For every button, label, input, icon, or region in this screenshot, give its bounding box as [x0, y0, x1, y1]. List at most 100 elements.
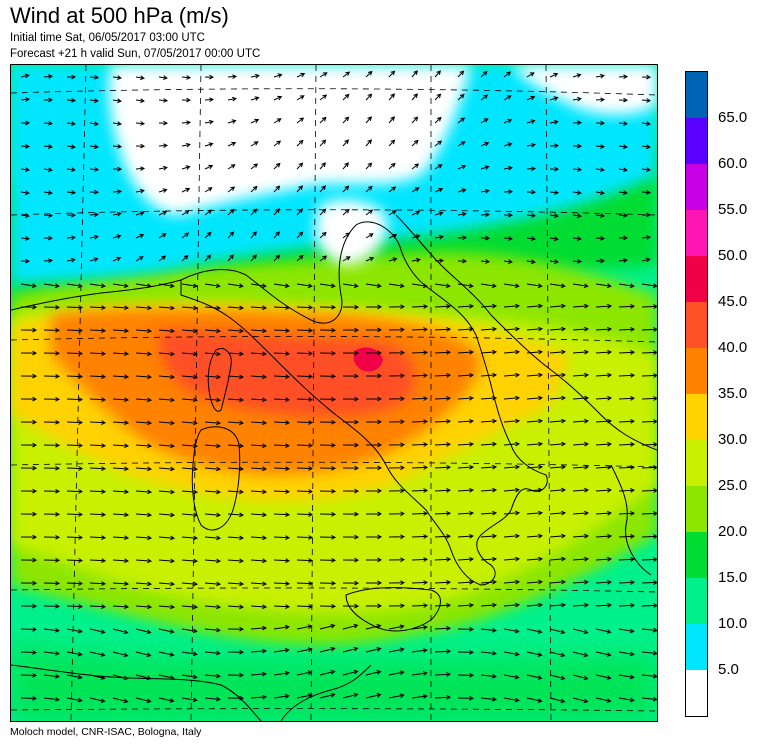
- wind-arrow: [273, 581, 291, 586]
- wind-arrow: [618, 283, 635, 289]
- forecast-valid-time: Forecast +21 h valid Sun, 07/05/2017 00:…: [10, 48, 261, 60]
- wind-arrow: [204, 466, 222, 472]
- wind-arrow: [204, 558, 222, 564]
- wind-arrow: [526, 651, 543, 657]
- wind-arrow: [296, 420, 314, 425]
- wind-arrow: [388, 624, 405, 630]
- wind-arrow: [549, 372, 567, 378]
- wind-arrow: [181, 535, 199, 541]
- wind-arrow: [158, 143, 169, 149]
- wind-arrow: [43, 534, 61, 540]
- wind-arrow: [365, 670, 382, 676]
- wind-arrow: [43, 144, 53, 149]
- wind-arrow: [181, 697, 198, 703]
- wind-arrow: [434, 671, 452, 677]
- wind-arrow: [365, 557, 383, 563]
- wind-arrow: [227, 466, 245, 472]
- wind-arrow: [595, 213, 605, 218]
- wind-arrow: [204, 97, 215, 103]
- colorbar-label: 45.0: [718, 293, 748, 310]
- colorbar-label: 55.0: [718, 201, 748, 218]
- wind-arrow: [158, 558, 176, 564]
- wind-arrow: [135, 558, 153, 564]
- wind-arrow: [43, 97, 54, 103]
- wind-arrow: [572, 283, 589, 289]
- wind-arrow: [526, 119, 536, 124]
- wind-arrow: [112, 98, 122, 104]
- wind-arrow: [250, 163, 259, 170]
- wind-arrow: [227, 397, 245, 403]
- wind-arrow: [319, 231, 327, 239]
- wind-arrow: [503, 602, 521, 608]
- wind-arrow: [296, 305, 314, 310]
- wind-arrow: [365, 283, 382, 289]
- wind-arrow: [480, 70, 488, 78]
- wind-arrow: [365, 647, 382, 653]
- wind-arrow: [43, 627, 60, 633]
- wind-arrow: [503, 533, 521, 539]
- wind-arrow: [112, 211, 122, 217]
- wind-arrow: [227, 649, 245, 655]
- wind-speed-field: [11, 65, 657, 721]
- wind-arrow: [296, 374, 314, 379]
- wind-arrow: [411, 257, 421, 263]
- wind-arrow: [66, 697, 83, 703]
- wind-arrow: [457, 441, 475, 447]
- wind-arrow: [549, 441, 567, 447]
- colorbar-bin: [686, 532, 707, 578]
- wind-arrow: [457, 211, 467, 217]
- wind-arrow: [503, 95, 512, 101]
- wind-arrow: [319, 116, 327, 124]
- wind-arrow: [618, 488, 636, 493]
- wind-arrow: [572, 602, 590, 608]
- wind-arrow: [43, 373, 61, 379]
- speed-band-40-45: [159, 330, 415, 417]
- wind-arrow: [526, 510, 544, 516]
- colorbar-bin: [686, 440, 707, 486]
- wind-arrow: [273, 305, 291, 310]
- wind-arrow: [273, 535, 291, 540]
- wind-arrow: [595, 190, 605, 196]
- wind-arrow: [480, 487, 498, 493]
- wind-arrow: [641, 650, 657, 656]
- wind-arrow: [181, 165, 191, 170]
- wind-arrow: [273, 624, 290, 630]
- wind-arrow: [526, 142, 536, 148]
- wind-arrow: [595, 464, 613, 470]
- wind-arrow: [595, 235, 606, 241]
- wind-arrow: [342, 557, 360, 563]
- wind-arrow: [273, 374, 291, 379]
- wind-arrow: [273, 162, 281, 170]
- wind-arrow: [66, 167, 76, 172]
- wind-arrow: [43, 396, 61, 402]
- wind-arrow: [319, 373, 337, 379]
- wind-arrow: [135, 75, 145, 81]
- wind-arrow: [641, 696, 657, 702]
- wind-arrow: [388, 327, 406, 333]
- wind-arrow: [204, 328, 222, 334]
- wind-arrow: [388, 580, 406, 586]
- wind-arrow: [457, 70, 465, 78]
- wind-arrow: [434, 283, 451, 289]
- wind-arrow: [572, 579, 590, 585]
- wind-arrow: [434, 258, 445, 264]
- wind-arrow: [135, 351, 153, 357]
- wind-arrow: [365, 488, 383, 494]
- wind-arrow: [618, 697, 635, 703]
- wind-arrow: [434, 625, 452, 631]
- wind-arrow: [43, 511, 61, 517]
- wind-arrow: [250, 466, 268, 472]
- wind-arrow: [549, 72, 559, 78]
- wind-arrow: [181, 283, 198, 289]
- colorbar-label: 10.0: [718, 615, 748, 632]
- wind-arrow: [641, 283, 657, 289]
- wind-arrow: [480, 165, 490, 170]
- wind-arrow: [89, 144, 99, 149]
- wind-arrow: [641, 327, 657, 332]
- wind-arrow: [434, 350, 452, 355]
- wind-arrow: [572, 349, 590, 355]
- wind-arrow: [572, 143, 583, 149]
- wind-arrow: [365, 442, 383, 448]
- colorbar-label: 20.0: [718, 523, 748, 540]
- wind-arrow: [135, 233, 145, 239]
